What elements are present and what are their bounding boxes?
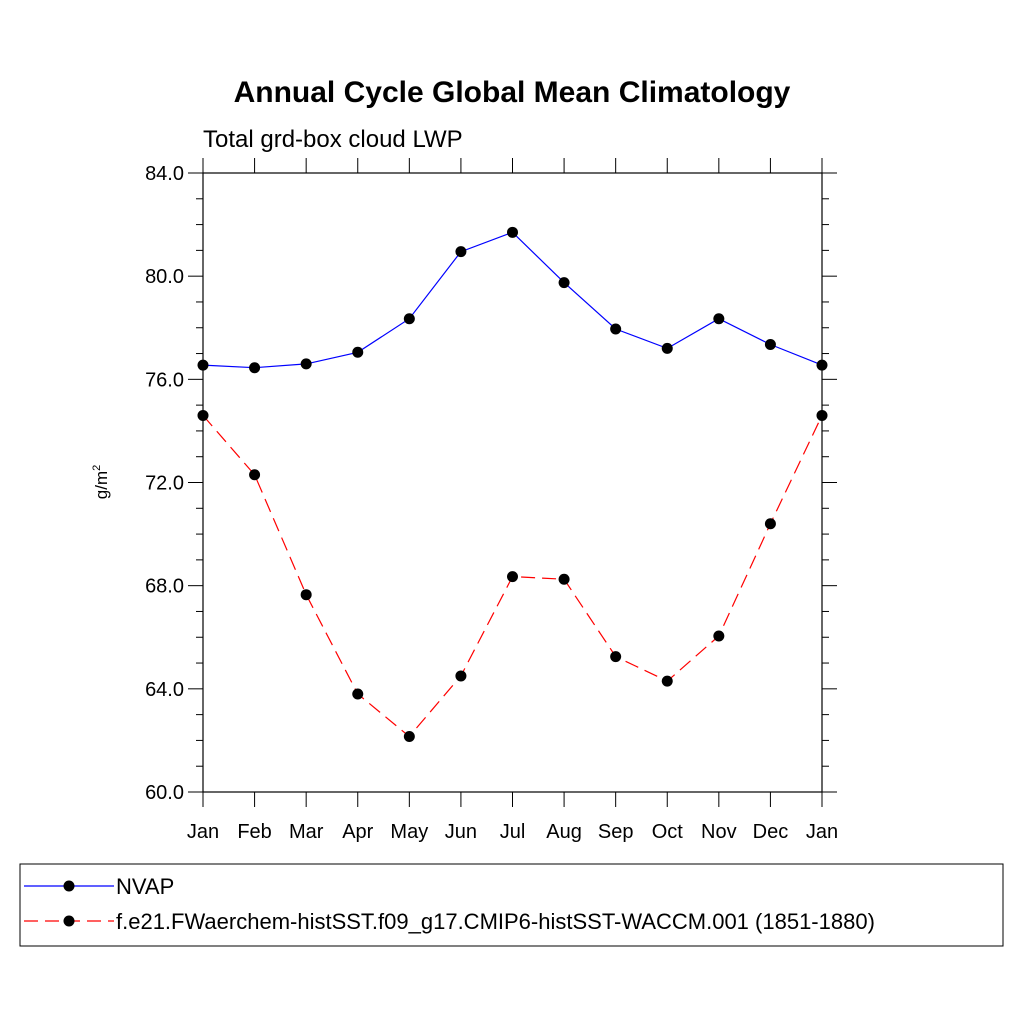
y-axis-label-text: g/m bbox=[92, 471, 111, 499]
x-tick-label: Oct bbox=[652, 821, 684, 843]
series-2-point bbox=[455, 670, 467, 682]
y-tick-label: 84.0 bbox=[145, 163, 184, 185]
series-1-point bbox=[300, 358, 312, 370]
x-tick-label: Jan bbox=[187, 821, 219, 843]
legend-marker-2 bbox=[63, 915, 75, 927]
plot-frame bbox=[202, 172, 823, 793]
series-1-line bbox=[202, 231, 823, 369]
y-axis-label-superscript: 2 bbox=[91, 465, 103, 471]
series-1-point bbox=[197, 359, 209, 371]
series-1-point bbox=[403, 313, 415, 325]
series-1-point bbox=[455, 246, 467, 258]
legend-box bbox=[19, 863, 1004, 947]
series-2 bbox=[197, 409, 828, 743]
series-2-point bbox=[507, 571, 518, 583]
y-tick-label: 80.0 bbox=[145, 266, 184, 288]
series-layer bbox=[197, 226, 828, 743]
series-1-point bbox=[249, 362, 261, 374]
y-axis-label: g/m2 bbox=[91, 465, 111, 499]
x-tick-label: Jan bbox=[806, 821, 838, 843]
legend-label-1: NVAP bbox=[116, 874, 174, 899]
series-1-point bbox=[816, 359, 828, 371]
y-tick-label: 72.0 bbox=[145, 473, 184, 495]
x-tick-label: May bbox=[390, 821, 428, 843]
series-1-point bbox=[507, 226, 518, 238]
series-2-point bbox=[300, 589, 312, 601]
series-1-point bbox=[713, 313, 725, 325]
y-tick-label: 76.0 bbox=[145, 369, 184, 391]
series-1 bbox=[197, 226, 828, 374]
x-tick-label: Aug bbox=[546, 821, 582, 843]
series-2-point bbox=[816, 409, 828, 421]
legend-label-2: f.e21.FWaerchem-histSST.f09_g17.CMIP6-hi… bbox=[116, 909, 875, 934]
chart-title: Annual Cycle Global Mean Climatology bbox=[234, 76, 791, 109]
series-2-point bbox=[403, 731, 415, 743]
series-1-point bbox=[764, 339, 776, 351]
x-tick-label: Dec bbox=[753, 821, 789, 843]
series-1-point bbox=[352, 346, 364, 358]
x-tick-label: Sep bbox=[598, 821, 634, 843]
legend-marker-1 bbox=[63, 880, 75, 892]
series-2-point bbox=[661, 675, 673, 687]
y-tick-label: 60.0 bbox=[145, 782, 184, 804]
x-tick-label: Mar bbox=[289, 821, 324, 843]
x-tick-label: Nov bbox=[701, 821, 737, 843]
series-1-point bbox=[661, 342, 673, 354]
series-2-point bbox=[558, 573, 570, 585]
x-tick-label: Jun bbox=[445, 821, 477, 843]
series-2-point bbox=[713, 630, 725, 642]
axes: 60.0 64.0 68.0 72.0 76.0 80.0 84.0 Jan Feb Mar Apr… bbox=[145, 158, 838, 843]
x-tick-label: Jul bbox=[500, 821, 526, 843]
series-2-point bbox=[764, 518, 776, 530]
series-1-point bbox=[558, 277, 570, 289]
y-tick-label: 68.0 bbox=[145, 576, 184, 598]
series-2-point bbox=[249, 469, 261, 481]
chart-subtitle: Total grd-box cloud LWP bbox=[203, 126, 463, 153]
y-tick-label: 64.0 bbox=[145, 679, 184, 701]
x-tick-label: Apr bbox=[342, 821, 373, 843]
x-tick-label: Feb bbox=[237, 821, 271, 843]
series-2-point bbox=[197, 409, 209, 421]
series-1-point bbox=[610, 323, 622, 335]
series-2-point bbox=[352, 688, 364, 700]
series-2-point bbox=[610, 651, 622, 663]
legend: NVAP f.e21.FWaerchem-histSST.f09_g17.CMIP… bbox=[19, 863, 1004, 947]
